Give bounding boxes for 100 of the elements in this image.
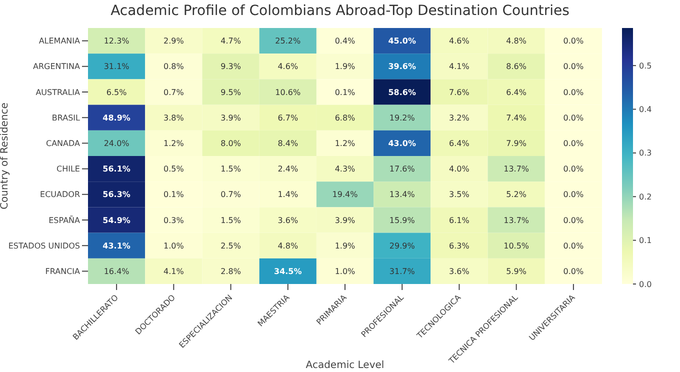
- data-label: 4.7%: [220, 36, 242, 46]
- data-label: 5.9%: [506, 267, 527, 276]
- data-label: 3.8%: [164, 113, 184, 122]
- data-label: 1.5%: [220, 216, 242, 225]
- color-bar-label: 0.4: [639, 105, 652, 114]
- data-label: 34.5%: [274, 267, 302, 276]
- y-tick-label: ARGENTINA: [33, 62, 81, 72]
- y-tick-label: ESPAÑA: [48, 214, 81, 225]
- data-label: 0.0%: [563, 164, 584, 174]
- data-label: 6.4%: [449, 139, 470, 148]
- data-label: 1.4%: [278, 190, 298, 200]
- data-label: 48.9%: [102, 113, 130, 122]
- data-label: 54.9%: [102, 216, 130, 225]
- data-label: 8.6%: [506, 62, 527, 72]
- text: 0.0: [639, 280, 652, 289]
- data-label: 10.5%: [504, 241, 530, 250]
- data-label: 13.4%: [389, 190, 416, 200]
- data-label: 10.6%: [275, 88, 301, 97]
- data-label: 6.4%: [506, 88, 527, 97]
- x-axis-title: Academic Level: [306, 360, 384, 371]
- data-label: 4.6%: [278, 62, 298, 72]
- color-bar-label: 0.5: [639, 61, 652, 70]
- data-label: 0.0%: [563, 62, 584, 72]
- data-label: 0.0%: [563, 139, 584, 148]
- data-label: 12.3%: [104, 36, 130, 46]
- data-label: 3.9%: [334, 216, 356, 225]
- data-label: 0.0%: [563, 113, 584, 122]
- data-label: 0.0%: [563, 267, 584, 276]
- data-label: 6.1%: [449, 216, 470, 225]
- color-bar-label: 0.3: [639, 148, 652, 158]
- data-label: 1.9%: [334, 241, 356, 250]
- data-label: 45.0%: [388, 36, 416, 46]
- data-label: 8.4%: [278, 139, 298, 148]
- chart-title: Academic Profile of Colombians Abroad-Top Destination Countries: [110, 3, 570, 19]
- data-label: 9.5%: [220, 88, 242, 97]
- data-label: 15.9%: [389, 216, 416, 225]
- data-label: 31.1%: [104, 62, 130, 72]
- data-label: 1.2%: [164, 139, 184, 148]
- data-label: 3.6%: [278, 216, 298, 225]
- data-label: 43.0%: [388, 139, 416, 148]
- data-label: 2.5%: [220, 241, 242, 250]
- data-label: 17.6%: [389, 164, 416, 174]
- data-label: 4.1%: [449, 62, 470, 72]
- data-label: 7.9%: [506, 139, 527, 148]
- data-label: 0.0%: [563, 216, 584, 225]
- data-label: 2.4%: [278, 164, 298, 174]
- data-label: 1.9%: [334, 62, 356, 72]
- data-label: 39.6%: [388, 62, 416, 72]
- data-label: 43.1%: [102, 241, 130, 250]
- data-label: 29.9%: [389, 241, 416, 250]
- data-label: 1.0%: [334, 267, 356, 276]
- data-label: 0.0%: [563, 36, 584, 46]
- data-label: 56.3%: [102, 190, 130, 200]
- data-label: 0.0%: [563, 190, 584, 200]
- data-label: 25.2%: [275, 36, 301, 46]
- y-tick-label: CANADA: [46, 139, 81, 148]
- y-tick-label: BRASIL: [52, 113, 81, 122]
- color-bar-label: 0.1: [639, 236, 652, 246]
- data-label: 0.0%: [563, 88, 584, 97]
- y-tick-label: ESTADOS UNIDOS: [8, 241, 80, 250]
- data-label: 19.4%: [332, 190, 358, 200]
- data-label: 4.8%: [278, 241, 298, 250]
- data-label: 6.7%: [278, 113, 298, 122]
- data-label: 0.3%: [164, 216, 184, 225]
- data-label: 58.6%: [388, 88, 416, 97]
- data-label: 1.5%: [220, 164, 242, 174]
- data-label: 3.9%: [220, 113, 242, 122]
- data-label: 4.3%: [334, 164, 356, 174]
- data-label: 0.5%: [164, 164, 184, 174]
- data-label: 7.4%: [506, 113, 527, 122]
- data-label: 13.7%: [504, 216, 530, 225]
- data-label: 6.3%: [449, 241, 470, 250]
- y-tick-label: ALEMANIA: [38, 36, 81, 46]
- data-label: 0.7%: [164, 88, 184, 97]
- data-label: 0.7%: [220, 190, 242, 200]
- y-axis-title: Country of Residence: [0, 102, 11, 210]
- y-tick-label: FRANCIA: [45, 267, 81, 276]
- y-tick-label: ECUADOR: [40, 190, 80, 200]
- color-bar-label: 0.2: [639, 192, 652, 202]
- data-label: 2.8%: [220, 267, 242, 276]
- data-label: 1.0%: [164, 241, 184, 250]
- data-label: 56.1%: [102, 164, 130, 174]
- data-label: 4.6%: [449, 36, 470, 46]
- data-label: 19.2%: [389, 113, 416, 122]
- data-label: 4.1%: [164, 267, 184, 276]
- data-label: 4.8%: [506, 36, 527, 46]
- data-label: 31.7%: [389, 267, 416, 276]
- data-label: 7.6%: [449, 88, 470, 97]
- data-label: 13.7%: [504, 164, 530, 174]
- data-label: 3.2%: [449, 113, 470, 122]
- data-label: 0.8%: [164, 62, 184, 72]
- data-label: 8.0%: [220, 139, 242, 148]
- data-label: 1.2%: [334, 139, 356, 148]
- y-tick-label: AUSTRALIA: [36, 88, 81, 97]
- data-label: 4.0%: [449, 164, 470, 174]
- data-label: 0.1%: [334, 88, 356, 97]
- data-label: 0.1%: [164, 190, 184, 200]
- data-label: 0.0%: [563, 241, 584, 250]
- data-label: 0.4%: [334, 36, 356, 46]
- data-label: 3.5%: [449, 190, 470, 200]
